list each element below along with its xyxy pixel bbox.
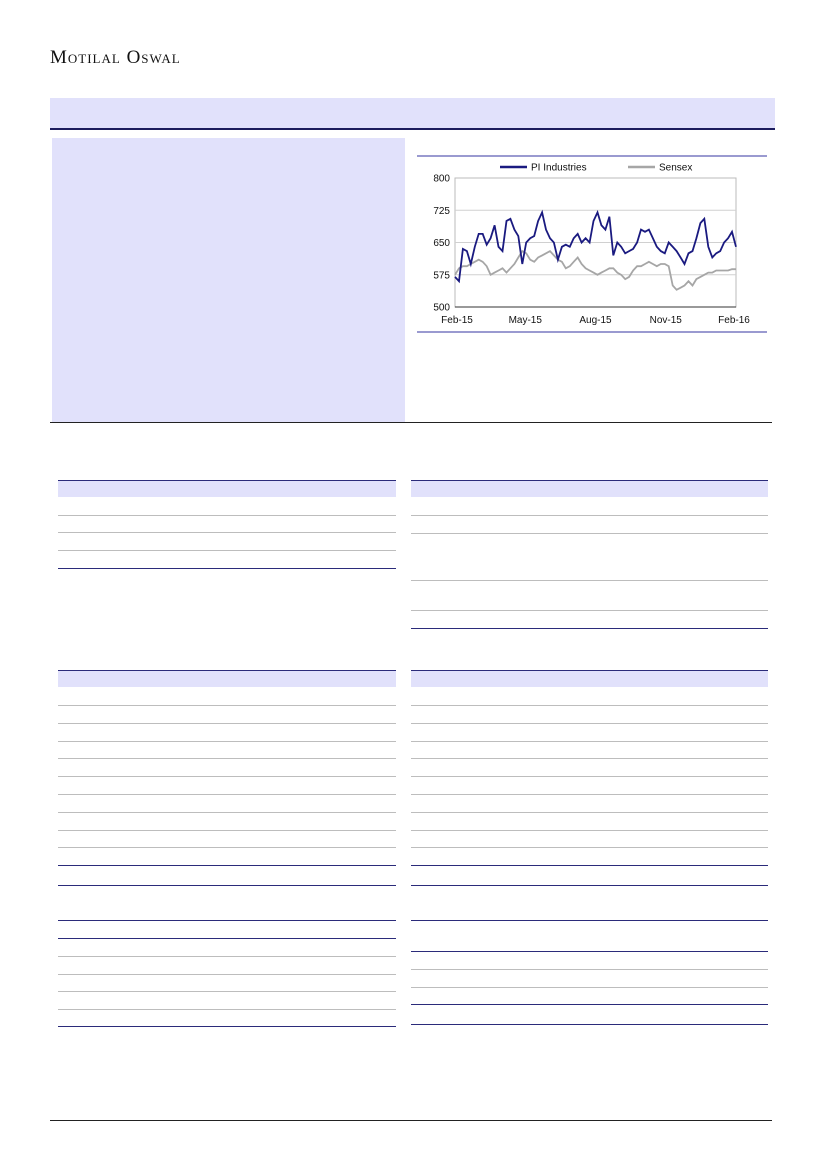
legend-label: PI Industries (531, 163, 587, 174)
summary-box (52, 138, 405, 422)
y-tick-label: 500 (433, 303, 450, 314)
legend-label: Sensex (659, 163, 692, 174)
series-line-sensex (454, 249, 736, 291)
x-tick-label: May-15 (509, 315, 543, 326)
section-divider (50, 422, 772, 423)
motilal-oswal-logo: Motilal Oswal (50, 47, 181, 68)
x-tick-label: Feb-16 (718, 315, 750, 326)
y-tick-label: 575 (433, 270, 450, 281)
table-header (411, 480, 768, 497)
y-tick-label: 650 (433, 238, 450, 249)
x-tick-label: Aug-15 (579, 315, 612, 326)
y-tick-label: 800 (433, 174, 450, 185)
series-line-pi-industries (454, 209, 737, 284)
y-tick-label: 725 (433, 206, 450, 217)
chart-legend: PI Industries Sensex (500, 163, 692, 174)
table-header (411, 670, 768, 687)
x-tick-label: Feb-15 (441, 315, 473, 326)
x-tick-label: Nov-15 (650, 315, 683, 326)
stock-performance-chart: PI Industries Sensex 500 575 650 725 800 Feb-1… (417, 155, 767, 333)
table-header (58, 480, 396, 497)
title-band (50, 98, 775, 130)
table-header (58, 670, 396, 687)
footer-rule (50, 1120, 772, 1121)
